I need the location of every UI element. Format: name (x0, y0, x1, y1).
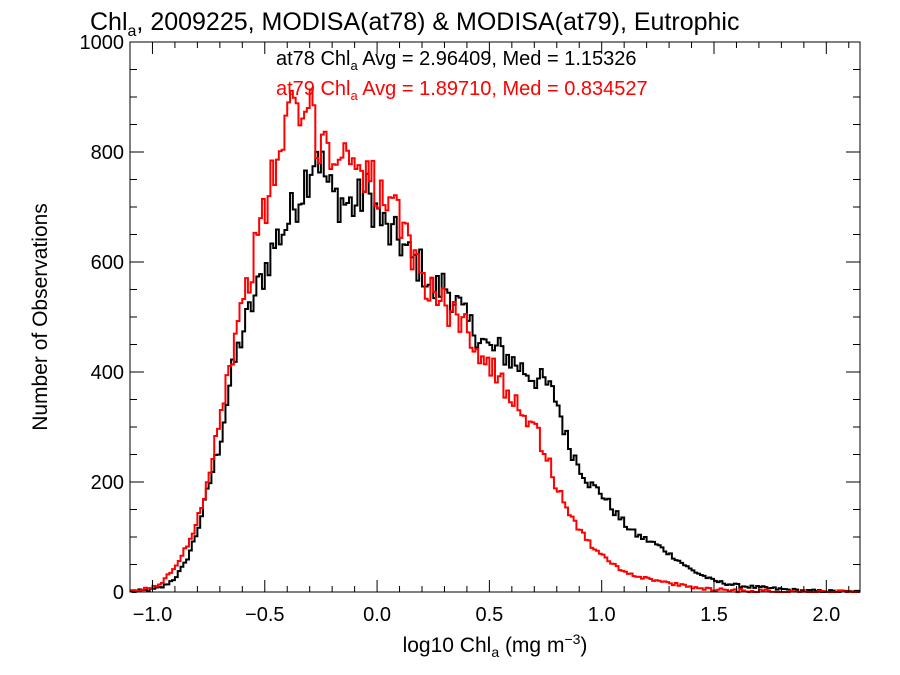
x-axis-label: log10 Chla (mg m−3) (403, 631, 588, 660)
x-tick-label: −0.5 (245, 604, 284, 626)
y-tick-label: 800 (91, 142, 124, 164)
annotation-at78: at78 Chla Avg = 2.96409, Med = 1.15326 (276, 48, 636, 73)
x-tick-label: 1.0 (588, 604, 616, 626)
x-tick-label: 1.5 (700, 604, 728, 626)
xlabel-superscript: −3 (564, 631, 580, 647)
xlabel-middle: (mg m (499, 634, 564, 657)
y-tick-label: 400 (91, 362, 124, 384)
annotation-at78-prefix: at78 Chl (276, 48, 351, 70)
annotation-at79: at79 Chla Avg = 1.89710, Med = 0.834527 (276, 78, 648, 103)
y-tick-label: 1000 (80, 32, 125, 54)
xlabel-prefix: log10 Chl (403, 634, 492, 657)
y-tick-label: 200 (91, 472, 124, 494)
x-tick-label: 2.0 (812, 604, 840, 626)
x-tick-label: 0.0 (363, 604, 391, 626)
x-tick-label: 0.5 (475, 604, 503, 626)
chart-title: Chla, 2009225, MODISA(at78) & MODISA(at7… (90, 8, 739, 40)
annotation-at78-rest: Avg = 2.96409, Med = 1.15326 (358, 48, 637, 70)
title-subscript: a (128, 23, 137, 40)
annotation-at79-subscript: a (351, 88, 359, 103)
title-prefix: Chl (90, 8, 128, 36)
series-at78-line (130, 150, 860, 593)
series-at79-line (130, 88, 860, 593)
xlabel-subscript: a (491, 644, 499, 660)
series-layer (130, 88, 860, 593)
title-rest: , 2009225, MODISA(at78) & MODISA(at79), … (136, 8, 739, 36)
xlabel-suffix: ) (580, 634, 587, 657)
annotation-at78-subscript: a (351, 58, 359, 73)
y-tick-label: 600 (91, 252, 124, 274)
annotation-at79-rest: Avg = 1.89710, Med = 0.834527 (358, 78, 648, 100)
x-tick-label: −1.0 (133, 604, 172, 626)
y-tick-label: 0 (113, 582, 124, 604)
tick-layer: −1.0 −0.5 0.0 0.5 1.0 1.5 2.0 0 200 400 600 800 1000 (80, 32, 860, 626)
y-axis-label: Number of Observations (29, 203, 52, 431)
